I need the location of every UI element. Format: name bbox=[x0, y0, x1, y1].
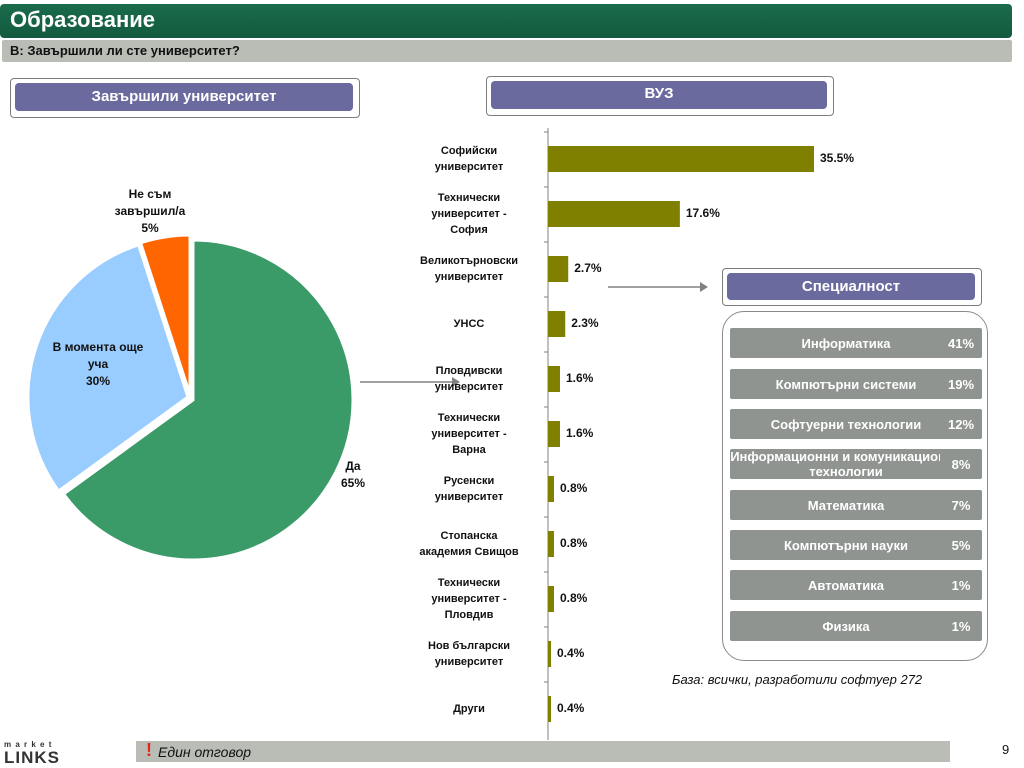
question-bar: В: Завършили ли сте университет? bbox=[2, 40, 1012, 62]
pie-label-not-graduated: Не съм завършил/а 5% bbox=[114, 187, 186, 235]
university-bar-chart bbox=[544, 128, 814, 740]
bar-category-label: Други bbox=[453, 703, 485, 715]
pie-slice-0 bbox=[61, 238, 355, 562]
specialty-percent: 5% bbox=[940, 530, 982, 560]
bar-value-label: 17.6% bbox=[685, 206, 720, 220]
bar-value-label: 2.3% bbox=[571, 316, 599, 330]
title-bar: Образование bbox=[0, 4, 1012, 38]
bar-7 bbox=[548, 531, 554, 557]
right-panel-frame: Специалност bbox=[722, 268, 982, 306]
bar-value-label: 0.8% bbox=[559, 481, 588, 495]
specialty-label: Автоматика bbox=[730, 570, 962, 600]
bar-8 bbox=[548, 586, 554, 612]
bar-category-label: Софийски университет bbox=[434, 145, 504, 173]
pie-chart bbox=[26, 233, 460, 562]
pie-label-studying: В момента още уча 30% bbox=[52, 340, 144, 388]
specialty-table-frame bbox=[722, 311, 988, 661]
right-panel-title: Специалност bbox=[727, 273, 975, 300]
bar-category-label: Русенски университет bbox=[434, 475, 504, 503]
pie-connector-arrow-icon bbox=[452, 377, 460, 387]
mid-panel-title: ВУЗ bbox=[491, 81, 827, 109]
market-links-logo: m a r k e t LINKS bbox=[4, 740, 80, 766]
bar-category-label: Технически университет - София bbox=[431, 192, 507, 236]
page-number: 9 bbox=[1002, 742, 1010, 757]
footer-bar: ! Един отговор bbox=[136, 740, 950, 762]
bar-category-label: Великотърновски университет bbox=[420, 255, 518, 283]
specialty-label: Математика bbox=[730, 490, 962, 520]
bar-category-label: Пловдивски университет bbox=[434, 365, 504, 393]
specialty-label: Софтуерни технологии bbox=[730, 409, 962, 439]
specialty-percent: 8% bbox=[940, 449, 982, 479]
left-panel-title: Завършили университет bbox=[15, 83, 353, 111]
bar-value-label: 0.8% bbox=[559, 591, 588, 605]
bar-category-label: Технически университет - Варна bbox=[431, 412, 507, 456]
exclamation-icon: ! bbox=[146, 740, 152, 760]
bar-category-label: Технически университет - Пловдив bbox=[431, 577, 507, 621]
bar-value-label: 1.6% bbox=[565, 371, 594, 385]
bar-5 bbox=[548, 421, 560, 447]
specialty-connector bbox=[608, 282, 708, 292]
bar-9 bbox=[548, 641, 551, 667]
specialty-percent: 12% bbox=[940, 409, 982, 439]
footer-note: Един отговор bbox=[158, 744, 252, 760]
specialty-label: Информатика bbox=[730, 328, 962, 358]
pie-label-yes: Да 65% bbox=[340, 459, 366, 490]
specialty-label: Компютърни системи bbox=[730, 369, 962, 399]
bar-value-label: 0.4% bbox=[557, 701, 585, 715]
page-title: Образование bbox=[10, 7, 155, 32]
bar-value-label: 35.5% bbox=[820, 151, 855, 165]
specialty-label: Информационни и комуникационни технологи… bbox=[730, 449, 962, 479]
bar-3 bbox=[548, 311, 566, 337]
bar-value-label: 0.8% bbox=[559, 536, 588, 550]
specialty-percent: 1% bbox=[940, 570, 982, 600]
bar-1 bbox=[548, 201, 680, 227]
bar-category-label: Стопанска академия Свищов bbox=[419, 530, 519, 558]
pie-slice-1 bbox=[26, 242, 190, 494]
bar-value-label: 2.7% bbox=[574, 261, 602, 275]
specialty-percent: 41% bbox=[940, 328, 982, 358]
specialty-label: Компютърни науки bbox=[730, 530, 962, 560]
specialty-percent: 1% bbox=[940, 611, 982, 641]
bar-4 bbox=[548, 366, 560, 392]
question-text: В: Завършили ли сте университет? bbox=[10, 43, 240, 58]
bar-value-label: 0.4% bbox=[557, 646, 585, 660]
bar-2 bbox=[548, 256, 569, 282]
bar-value-label: 1.6% bbox=[565, 426, 594, 440]
bar-category-label: Нов български университет bbox=[428, 640, 510, 668]
bar-6 bbox=[548, 476, 554, 502]
left-panel-frame: Завършили университет bbox=[10, 78, 360, 118]
logo-text: LINKS bbox=[4, 748, 60, 767]
base-note: База: всички, разработили софтуер 272 bbox=[672, 672, 923, 687]
pie-slice-2 bbox=[138, 233, 192, 396]
specialty-percent: 19% bbox=[940, 369, 982, 399]
mid-panel-frame: ВУЗ bbox=[486, 76, 834, 116]
specialty-percent: 7% bbox=[940, 490, 982, 520]
bar-category-label: УНСС bbox=[453, 318, 485, 330]
specialty-arrow-icon bbox=[700, 282, 708, 292]
bar-0 bbox=[548, 146, 814, 172]
bar-10 bbox=[548, 696, 551, 722]
specialty-label: Физика bbox=[730, 611, 962, 641]
